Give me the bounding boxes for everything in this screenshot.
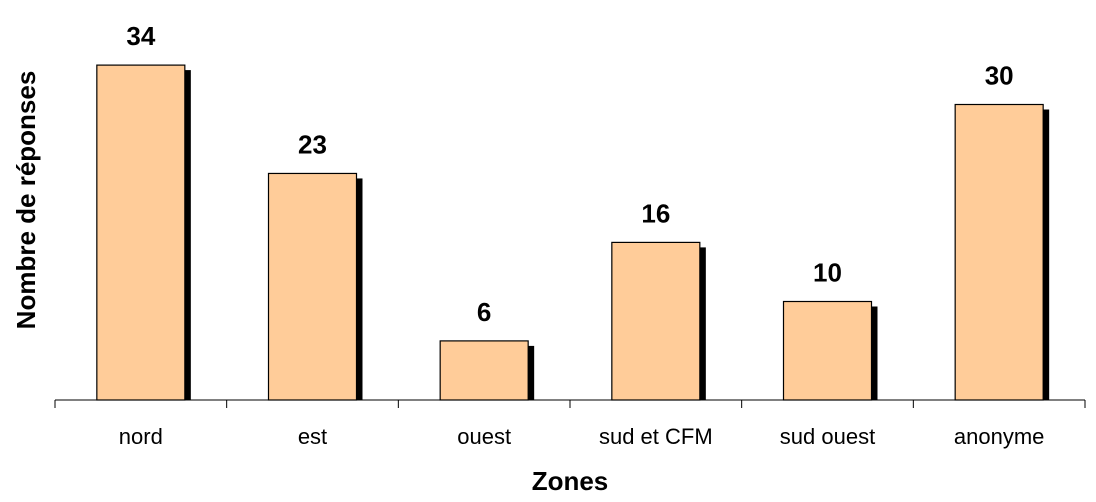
bar-2: [267, 172, 358, 401]
x-tick-label-6: anonyme: [954, 424, 1045, 449]
bar-shadows: [102, 70, 1050, 400]
data-label-3: 6: [477, 297, 491, 327]
bar-4: [611, 241, 701, 401]
x-axis-tick-labels: nord est ouest sud et CFM sud ouest anonyme: [119, 424, 1045, 449]
x-tick-label-2: est: [298, 424, 327, 449]
data-label-1: 34: [126, 21, 155, 51]
data-label-6: 30: [985, 61, 1014, 91]
bar-3: [439, 340, 529, 401]
bars: [96, 64, 1044, 401]
data-label-5: 10: [813, 258, 842, 288]
x-tick-label-4: sud et CFM: [599, 424, 713, 449]
data-labels: 34 23 6 16 10 30: [126, 21, 1013, 327]
x-tick-label-3: ouest: [457, 424, 511, 449]
x-axis-ticks: [54, 400, 1086, 408]
bar-5: [782, 300, 873, 401]
bar-6: [954, 103, 1044, 401]
y-axis-title: Nombre de réponses: [11, 71, 41, 330]
bar-1: [96, 64, 186, 401]
data-label-4: 16: [641, 198, 670, 228]
x-tick-label-1: nord: [119, 424, 163, 449]
data-label-2: 23: [298, 129, 327, 159]
x-axis-title: Zones: [532, 466, 609, 496]
x-tick-label-5: sud ouest: [780, 424, 875, 449]
